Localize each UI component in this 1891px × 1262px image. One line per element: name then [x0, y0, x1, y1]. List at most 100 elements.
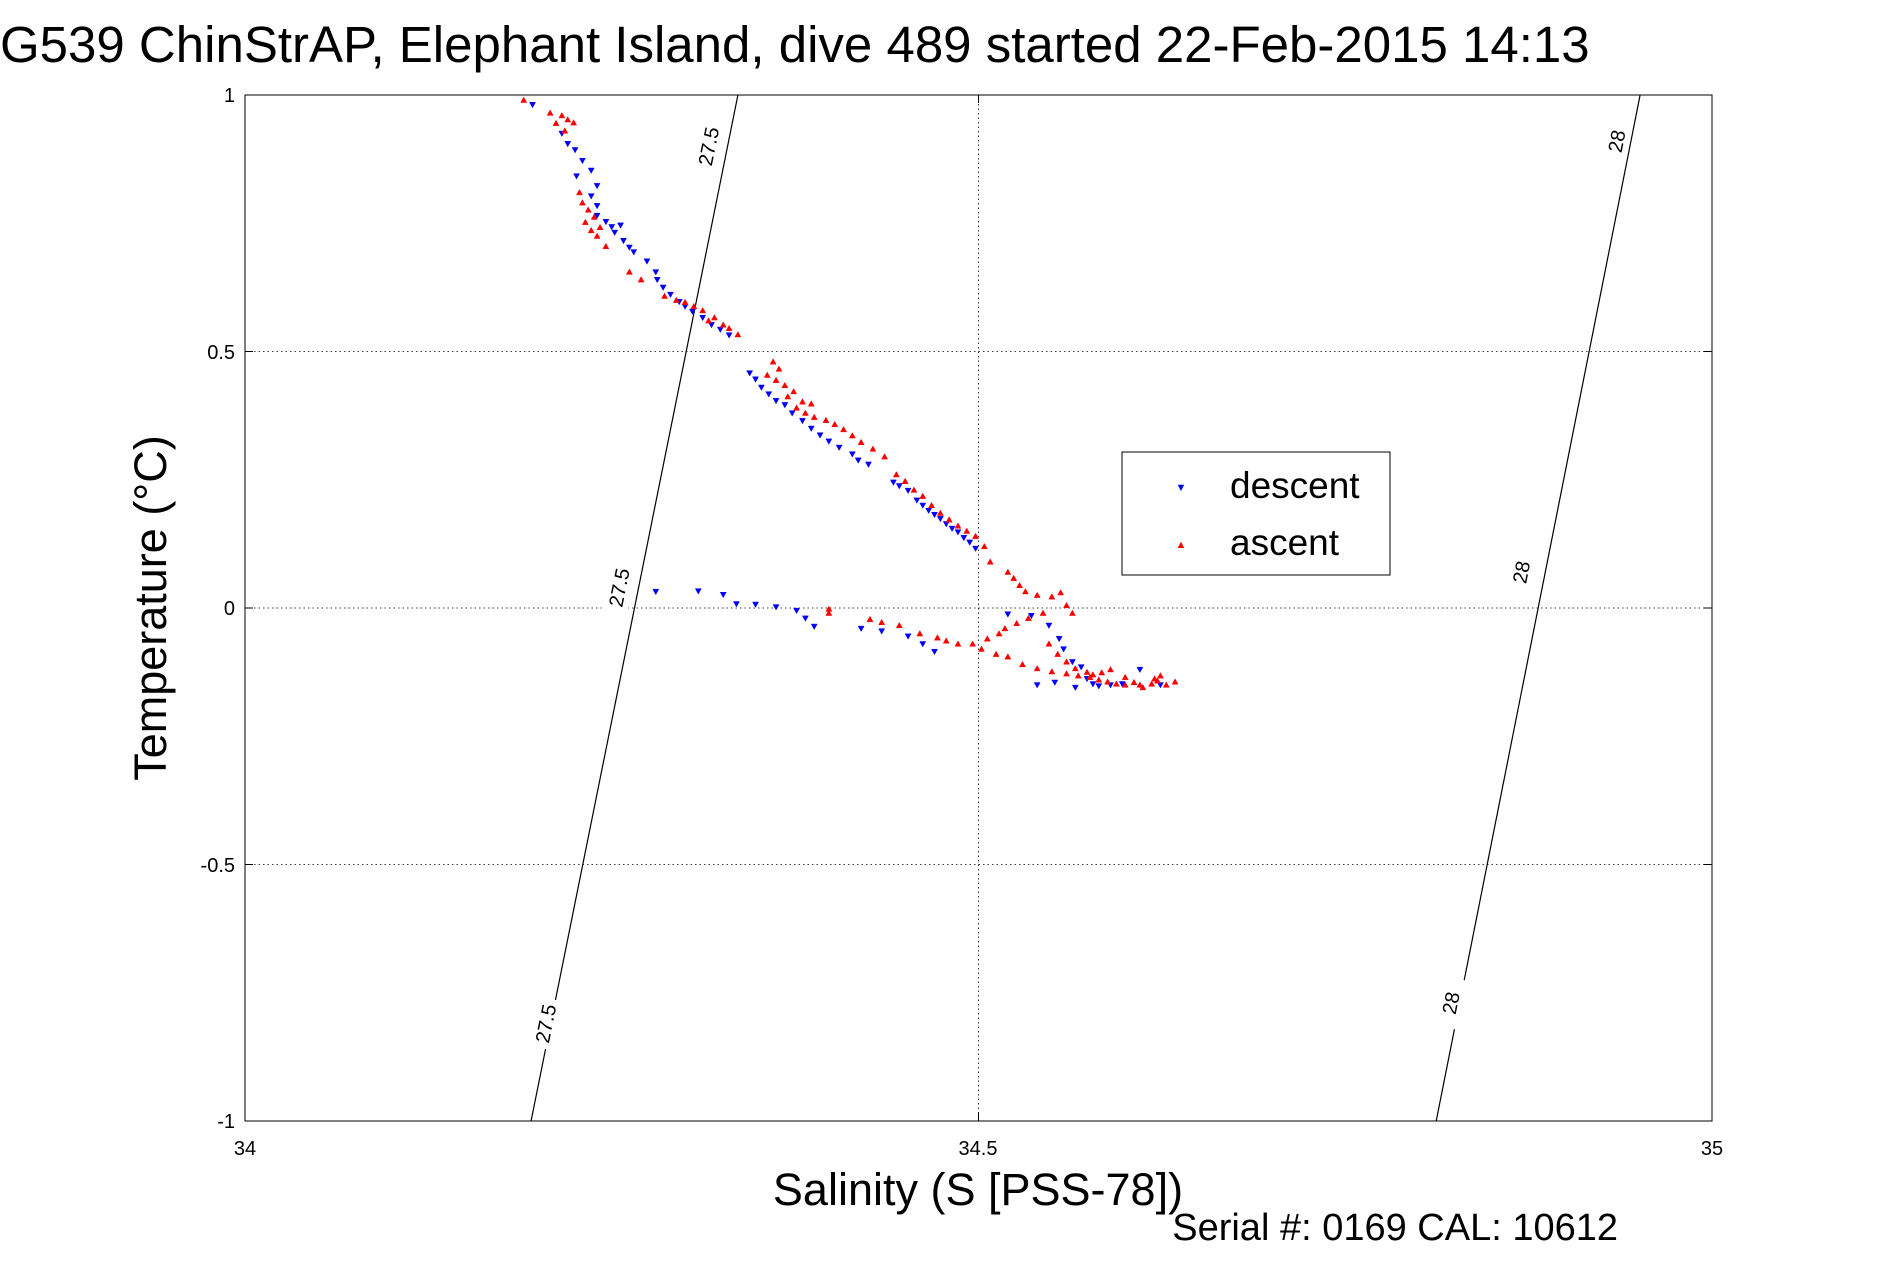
ascent-point [825, 609, 833, 616]
ascent-point [784, 393, 792, 400]
chart-title: G539 ChinStrAP, Elephant Island, dive 48… [0, 16, 1590, 73]
ascent-point [1104, 678, 1112, 685]
ascent-point [954, 522, 962, 529]
ascent-point [1095, 676, 1103, 683]
ascent-point [1004, 568, 1012, 575]
descent-point [1089, 681, 1097, 688]
ascent-point [1054, 650, 1062, 657]
ascent-point [690, 302, 698, 310]
ascent-point [578, 199, 586, 206]
ascent-point [1151, 675, 1158, 682]
ascent-point [725, 324, 733, 332]
y-tick-labels: 1 0.5 0 -0.5 -1 [201, 85, 235, 1133]
descent-point [788, 410, 796, 417]
ascent-series [520, 96, 1179, 691]
isopycnal-line [1435, 94, 1641, 1122]
x-axis-label: Salinity (S [PSS-78]) [773, 1164, 1183, 1215]
descent-point [571, 147, 579, 154]
ascent-point [945, 516, 953, 523]
isopycnal-label: 28 [1439, 990, 1465, 1016]
descent-point [602, 219, 610, 226]
ascent-point [570, 119, 578, 126]
isopycnal-label-gap [1503, 545, 1539, 600]
descent-point [942, 521, 950, 528]
descent-point [799, 418, 806, 425]
ascent-point [1033, 665, 1041, 672]
descent-point [573, 173, 580, 180]
ascent-point [869, 445, 877, 452]
legend-ascent-marker: ▲ [1176, 539, 1187, 551]
ascent-point [564, 116, 572, 123]
ascent-point [1130, 678, 1138, 686]
ascent-point [1045, 640, 1053, 647]
descent-point [895, 483, 903, 490]
ascent-point [1107, 666, 1114, 673]
ascent-point [1057, 589, 1065, 596]
ascent-point [1013, 619, 1021, 627]
isopycnal-label-gap [690, 119, 727, 174]
descent-point [966, 539, 974, 546]
legend-ascent-label: ascent [1230, 522, 1340, 563]
y-tick-label: 0 [224, 598, 235, 620]
ascent-point [581, 218, 589, 225]
ascent-point [590, 213, 598, 220]
x-tick-label: 34 [234, 1138, 256, 1160]
ascent-point [1112, 680, 1120, 687]
descent-point [593, 203, 601, 210]
ascent-point [1048, 593, 1056, 600]
ascent-point [936, 509, 944, 516]
descent-point [1033, 682, 1041, 689]
ascent-point [848, 432, 856, 439]
descent-point [746, 370, 754, 377]
ascent-point [1033, 591, 1041, 598]
ascent-point [769, 358, 777, 365]
ascent-point [558, 112, 566, 119]
descent-point [825, 438, 833, 445]
ascent-point [587, 226, 595, 234]
ascent-point [807, 400, 815, 407]
ascent-point [584, 206, 592, 213]
descent-point [913, 497, 921, 504]
ascent-point [983, 635, 991, 642]
ascent-point [831, 420, 839, 427]
ascent-point [1063, 670, 1070, 677]
descent-point [904, 633, 912, 640]
ascent-point [637, 276, 645, 283]
descent-point [954, 529, 962, 536]
ascent-point [1022, 588, 1029, 595]
y-tick-label: -1 [217, 1111, 235, 1133]
descent-point [643, 258, 651, 265]
ascent-point [1154, 677, 1161, 684]
descent-point [972, 545, 979, 553]
ascent-point [1063, 658, 1070, 665]
ascent-point [1004, 653, 1012, 660]
ascent-point [822, 416, 830, 423]
descent-point [611, 229, 619, 236]
ascent-point [857, 438, 865, 445]
descent-point [625, 244, 633, 251]
ascent-point [892, 471, 900, 478]
ascent-point [661, 292, 668, 299]
ascent-point [705, 317, 712, 324]
descent-point [1077, 664, 1085, 671]
ascent-point [910, 486, 918, 493]
descent-point [793, 607, 801, 615]
ascent-point [901, 477, 909, 484]
descent-point [772, 604, 780, 611]
isopycnal-line [530, 94, 739, 1122]
descent-point [757, 384, 765, 391]
descent-point [659, 284, 667, 291]
descent-point [810, 623, 818, 630]
descent-point [948, 525, 956, 532]
ascent-point [801, 409, 809, 416]
descent-point [931, 511, 938, 519]
ascent-point [916, 630, 924, 637]
ascent-point [978, 645, 985, 652]
descent-point [725, 332, 733, 339]
descent-point [889, 479, 897, 486]
ascent-point [681, 298, 689, 305]
ascent-point [1089, 671, 1097, 678]
descent-point [904, 487, 912, 495]
isopycnal-label: 28 [1509, 559, 1535, 585]
descent-series [529, 102, 1164, 692]
